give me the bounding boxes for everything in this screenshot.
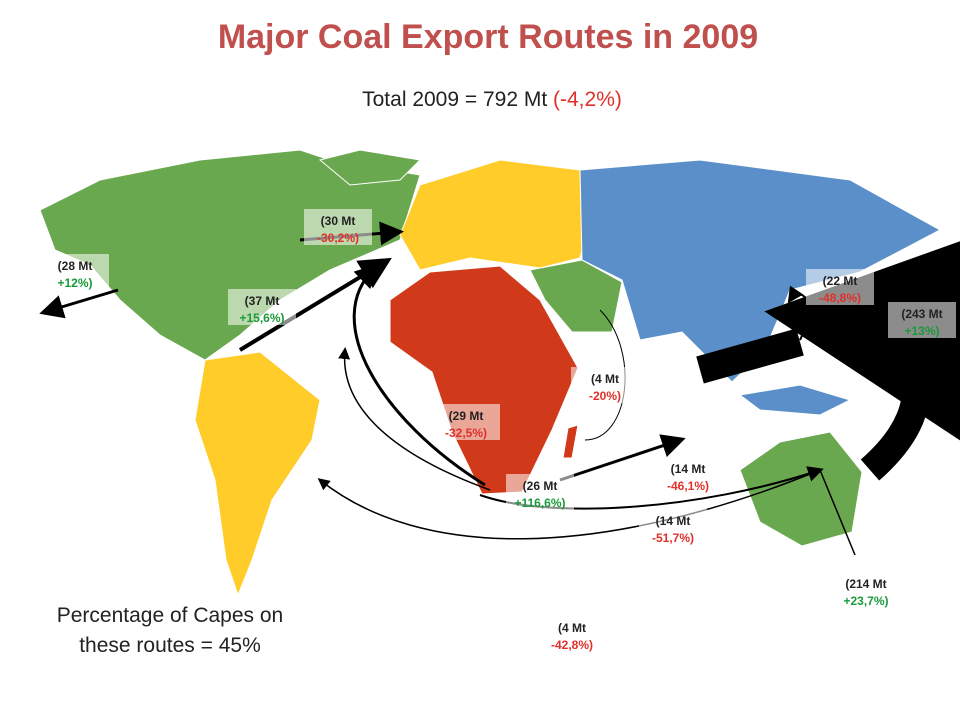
africa [389,265,579,495]
europe [399,159,601,271]
route-volume: (22 Mt [823,274,858,288]
route-change: -48,8%) [819,291,861,305]
world-map [39,149,942,597]
route-volume: (243 Mt [901,307,942,321]
route-volume: (14 Mt [656,514,691,528]
route-volume: (37 Mt [245,294,280,308]
route-volume: (4 Mt [558,621,586,635]
route-volume: (30 Mt [321,214,356,228]
label-bg [304,209,372,245]
title: Major Coal Export Routes in 2009 [218,18,758,56]
route-change: -32,5%) [445,426,487,440]
label-bg [654,457,722,493]
route-change: -42,8%) [551,638,593,652]
route-volume: (28 Mt [58,259,93,273]
label-bg [538,616,606,652]
route-volume: (26 Mt [523,479,558,493]
route-change: +12%) [57,276,92,290]
arrow [317,469,821,540]
route-volume: (14 Mt [671,462,706,476]
route-change: +15,6%) [239,311,284,325]
label-bg [832,572,900,608]
route-labels: (28 Mt +12%) (30 Mt -30,2%) (37 Mt +15,6%) (22… [41,209,956,652]
route-volume: (4 Mt [591,372,619,386]
route-change: -51,7%) [652,531,694,545]
route-change: -20%) [589,389,621,403]
big-arrow [764,226,960,481]
madagascar [562,424,579,459]
label-bg [228,289,296,325]
label-bg [888,302,956,338]
total: Total 2009 = 792 Mt (-4,2%) [362,88,622,111]
note-line: these routes = 45% [79,634,261,657]
se-asia-islands [738,384,852,416]
arrow [352,263,486,487]
label-bg [639,509,707,545]
arrow [39,288,119,319]
route-volume: (214 Mt [845,577,886,591]
south-america [194,351,321,597]
route-arrows [39,221,960,556]
route-volume: (29 Mt [449,409,484,423]
label-bg [571,367,639,403]
label-bg [806,269,874,305]
big-double-arrow [696,328,804,384]
route-change: -30,2%) [317,231,359,245]
total-text: Total 2009 = 792 Mt [362,88,547,111]
arrow [338,347,491,491]
label-bg [41,254,109,290]
route-change: -46,1%) [667,479,709,493]
label-bg [432,404,500,440]
total-change: (-4,2%) [553,88,622,111]
route-change: +116,6%) [514,496,565,510]
greenland [318,149,422,186]
label-bg [506,474,574,510]
arrow [819,469,856,556]
route-change: +13%) [904,324,939,338]
arrow [559,434,686,482]
route-change: +23,7%) [843,594,888,608]
note-line: Percentage of Capes on [57,604,284,627]
